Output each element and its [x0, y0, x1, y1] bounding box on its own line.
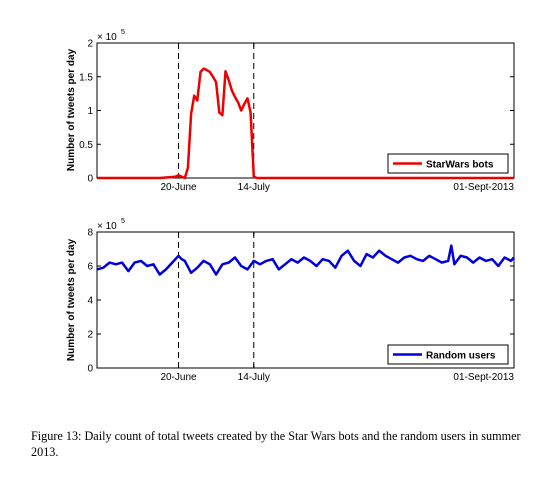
x-tick-label: 14-July — [238, 182, 270, 193]
y-tick-label: 0 — [87, 174, 93, 185]
figure: 0 0.5 1 1.5 2 20-June 14-July 01-Sept-2013 Numb… — [66, 29, 515, 383]
y-tick-label: 8 — [87, 228, 93, 239]
starwars-bots-panel: 0 0.5 1 1.5 2 20-June 14-July 01-Sept-2013 Numb… — [66, 29, 515, 193]
y-tick-label: 2 — [87, 330, 93, 341]
x-tick-label: 14-July — [238, 372, 270, 383]
legend-box — [387, 344, 509, 365]
y-tick-label: 1 — [87, 106, 93, 117]
y-tick-label: 4 — [87, 296, 93, 307]
legend: StarWars bots — [387, 153, 509, 174]
figure-caption: Figure 13: Daily count of total tweets c… — [31, 429, 521, 459]
x-tick-label: 20-June — [160, 182, 197, 193]
y-axis-label: Number of tweets per day — [66, 48, 77, 171]
series-line — [97, 67, 514, 180]
y-scale-exponent: 5 — [121, 218, 125, 225]
y-tick-label: 0.5 — [79, 140, 93, 151]
legend-box — [387, 153, 509, 174]
series-lines — [97, 67, 514, 180]
axis-ticks: 0 0.5 1 1.5 2 20-June 14-July 01-Sept-2013 — [79, 39, 515, 193]
series-lines — [96, 244, 515, 276]
y-scale-exponent: 5 — [121, 29, 125, 36]
series-line — [96, 244, 515, 276]
y-scale-multiplier: × 10 — [97, 221, 117, 232]
axis-ticks: 0 2 4 6 8 20-June 14-July 01-Sept-2013 — [87, 228, 515, 383]
y-tick-label: 6 — [87, 262, 93, 273]
legend-label: StarWars bots — [426, 160, 494, 171]
random-users-panel: 0 2 4 6 8 20-June 14-July 01-Sept-2013 Number o… — [66, 218, 515, 383]
legend-label: Random users — [426, 351, 496, 362]
y-axis-label: Number of tweets per day — [66, 238, 77, 361]
x-tick-label: 01-Sept-2013 — [453, 372, 514, 383]
legend: Random users — [387, 344, 509, 365]
y-tick-label: 2 — [87, 39, 93, 50]
y-tick-label: 0 — [87, 364, 93, 375]
y-tick-label: 1.5 — [79, 72, 93, 83]
y-scale-multiplier: × 10 — [97, 32, 117, 43]
x-tick-label: 20-June — [160, 372, 197, 383]
x-tick-label: 01-Sept-2013 — [453, 182, 514, 193]
